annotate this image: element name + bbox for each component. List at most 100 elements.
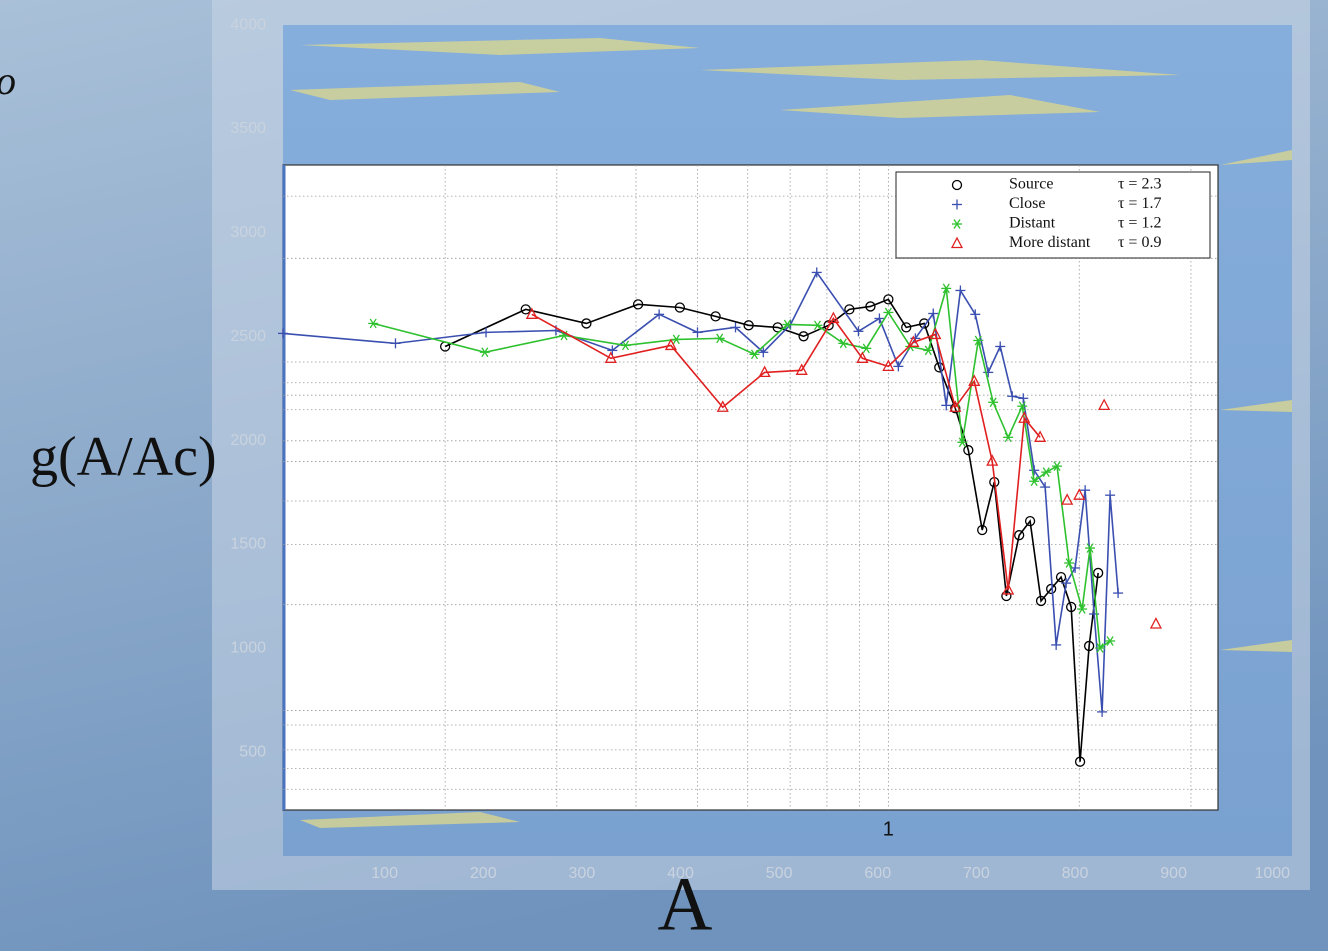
marker-part [520,304,531,315]
marker-part [949,400,962,412]
data-point [654,309,665,320]
data-point [973,335,984,346]
legend-label: Distant [1009,215,1056,232]
data-point [1113,588,1124,599]
data-point [604,351,617,363]
data-point [941,400,952,411]
data-point [957,437,968,448]
data-point [674,302,686,313]
legend-note: τ = 0.9 [1118,234,1161,251]
data-point [758,365,771,378]
marker-part [919,318,930,329]
y-tick-label: 3500 [230,120,266,137]
marker-part [772,322,783,333]
x-tick-label: 200 [470,865,497,882]
data-point [929,327,942,340]
data-point [874,313,885,324]
y-tick-label: 1000 [230,640,266,657]
data-point [853,326,864,337]
data-point [390,338,401,349]
legend-marker [952,199,962,210]
marker-part [950,236,964,249]
data-point [995,341,1006,352]
data-point [950,403,961,414]
data-point [901,322,912,333]
legend-marker [950,236,964,249]
x-tick-label: 500 [766,865,793,882]
data-point [692,327,703,338]
marker-part [827,311,840,324]
legend-box [895,171,1211,259]
data-point [1083,640,1095,652]
data-point [827,311,840,324]
marker-part [1106,636,1114,646]
data-point [1098,398,1111,411]
legend-label: Close [1009,195,1045,212]
marker-part [1055,571,1067,583]
marker-part [716,400,729,412]
data-point [1017,401,1028,412]
marker-part [1074,756,1086,767]
marker-part [743,320,754,331]
data-point [949,400,962,412]
data-point [1105,490,1116,501]
data-point [861,343,872,354]
marker-part [929,327,942,340]
marker-part [953,219,961,229]
marker-part [884,307,892,318]
marker-part [813,320,822,331]
x-tick-label: 300 [569,865,596,882]
marker-part [1066,601,1077,613]
data-point [986,454,999,466]
data-point [1095,643,1106,653]
legend-label: Source [1009,176,1053,193]
marker-part [716,333,724,344]
data-point [632,299,644,310]
legend-marker [951,179,963,191]
data-point [1055,571,1067,583]
corner-text: o [0,58,16,103]
texture [290,38,1292,828]
x-tick-label: 100 [371,865,398,882]
data-point [1041,467,1052,478]
data-point [1001,590,1012,602]
data-point [730,322,741,333]
data-point [520,304,531,315]
y-tick-label: 2500 [230,328,266,345]
data-point [758,347,769,358]
marker-part [1030,476,1038,487]
data-point [988,397,999,408]
marker-part [1034,430,1047,442]
data-point [1029,465,1040,476]
data-point [893,361,904,372]
data-point [1064,558,1075,568]
legend-note: τ = 2.3 [1118,176,1161,193]
data-point [1074,756,1086,767]
data-point [883,294,894,305]
data-point [928,308,939,319]
data-point [923,345,934,356]
series-line [531,313,1041,591]
legend: Source τ = 2.3 Close τ = 1.7 Distant τ = 1.2 M… [895,171,1211,259]
data-point [581,318,592,329]
data-point [882,359,895,372]
marker-part [750,349,759,360]
x-tick-label: 400 [667,865,694,882]
data-point [795,363,808,375]
data-point [1085,543,1096,553]
marker-part [672,334,680,345]
data-point [1002,583,1015,595]
y-tick-label: 4000 [230,16,266,33]
marker-part [901,322,912,333]
legend-marker [952,219,962,229]
data-point [772,322,783,333]
marker-part [369,318,377,329]
data-point [865,301,876,312]
x-tick-label: 900 [1160,865,1187,882]
data-point [955,285,966,296]
marker-part [1001,590,1012,602]
data-point [479,347,490,358]
marker-part [963,445,974,456]
marker-part [1149,617,1162,629]
marker-part [974,335,982,346]
